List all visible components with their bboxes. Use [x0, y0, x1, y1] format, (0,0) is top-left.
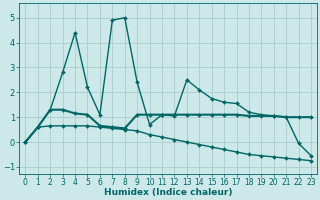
X-axis label: Humidex (Indice chaleur): Humidex (Indice chaleur): [104, 188, 232, 197]
